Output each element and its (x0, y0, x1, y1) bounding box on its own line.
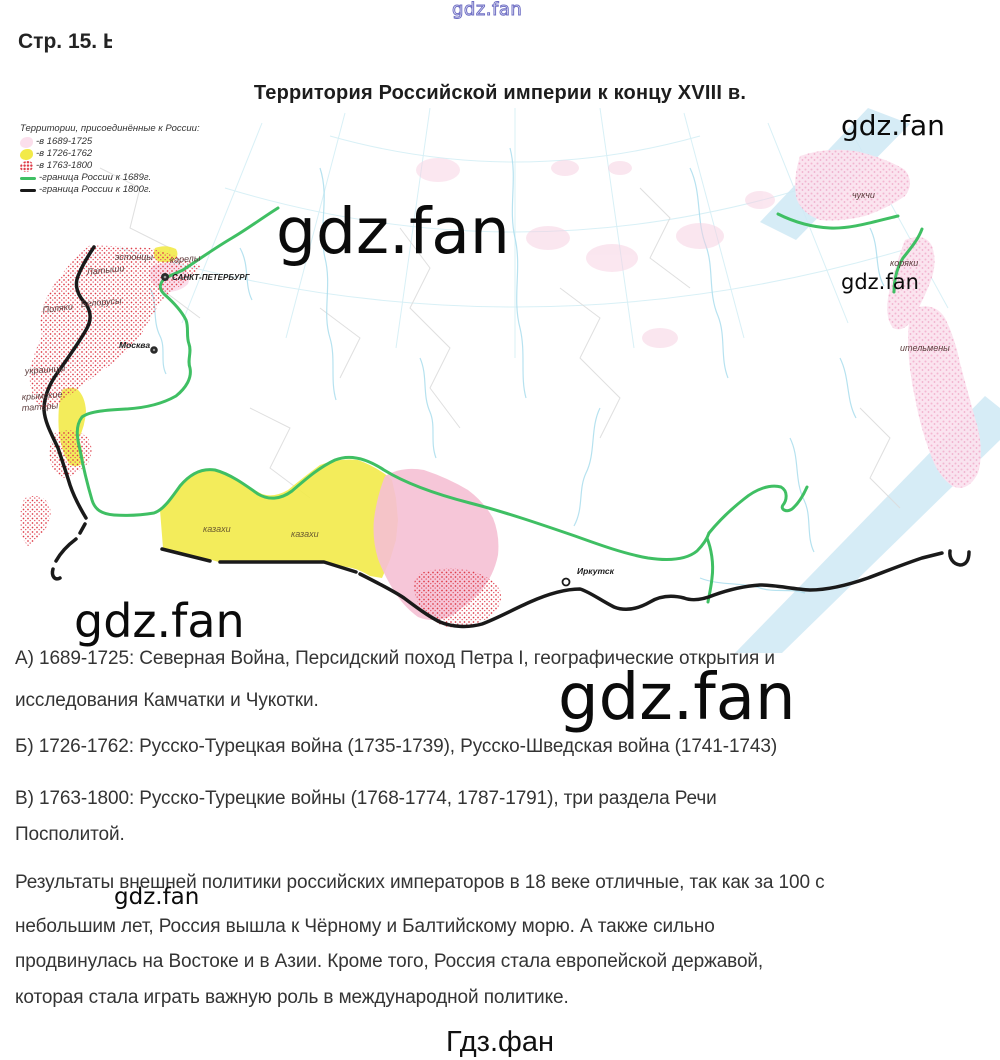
label-irkutsk: Иркутск (577, 566, 615, 576)
watermark-map-bottomleft: gdz.fan (74, 594, 245, 648)
border-1800-black (42, 245, 971, 629)
watermark-paragraph: gdz.fan (114, 884, 200, 910)
pink-swatch-icon (20, 136, 33, 148)
label-kazakhs-west: казахи (203, 524, 231, 534)
label-chukchi: чукчи (852, 190, 875, 200)
irkutsk-marker (561, 577, 571, 587)
watermark-answers: gdz.fan (558, 661, 796, 735)
label-latvians: Латыши (85, 263, 125, 277)
legend-item-border-1800: -граница России к 1800г. (20, 184, 200, 196)
label-karelians: карелы (169, 253, 201, 265)
label-moscow: Москва (119, 340, 150, 350)
legend-item-border-1689: -граница России к 1689г. (20, 172, 200, 184)
legend-label: -граница России к 1689г. (39, 172, 152, 183)
legend-label: -граница России к 1800г. (39, 184, 152, 195)
label-itelmens: ительмены (900, 343, 950, 353)
legend-title: Территории, присоединённые к России: (20, 123, 200, 134)
conclusion-line1: Результаты внешней политики российских и… (15, 872, 825, 893)
map-canvas: эстонцы карелы Латыши Белорусы Поляки ук… (20, 107, 1000, 653)
green-line-swatch-icon (20, 176, 36, 180)
map-labels: эстонцы карелы Латыши Белорусы Поляки ук… (21, 190, 950, 539)
watermark-map-east: gdz.fan (841, 270, 919, 294)
watermark-top: gdz.fan (451, 0, 523, 20)
answer-c-line1: В) 1763-1800: Русско-Турецкие войны (176… (15, 788, 717, 809)
city-labels: САНКТ-ПЕТЕРБУРГ Москва Иркутск (119, 273, 615, 576)
legend-label: -в 1763-1800 (36, 160, 93, 171)
legend-label: -в 1689-1725 (36, 136, 93, 147)
map-legend: Территории, присоединённые к России: -в … (20, 123, 200, 196)
page-number-text: Стр. 15. (18, 30, 98, 53)
map-title: Территория Российской империи к концу XV… (253, 82, 747, 104)
city-markers (150, 273, 571, 587)
legend-item-1726-1762: -в 1726-1762 (20, 148, 200, 160)
answer-a-line1: А) 1689-1725: Северная Война, Персидский… (15, 648, 775, 669)
answer-b: Б) 1726-1762: Русско-Турецкая война (173… (15, 736, 778, 757)
conclusion-line3: продвинулась на Востоке и в Азии. Кроме … (15, 951, 764, 972)
rivers (149, 147, 885, 594)
legend-item-1763-1800: -в 1763-1800 (20, 160, 200, 172)
red-dots-swatch-icon (20, 160, 33, 172)
label-belarusians: Белорусы (80, 295, 122, 309)
label-spb: САНКТ-ПЕТЕРБУРГ (172, 273, 251, 282)
label-kazakhs-east: казахи (291, 529, 319, 539)
site-footer-logo: Гдз.фан (445, 1026, 555, 1058)
conclusion-line4: которая стала играть важную роль в между… (15, 987, 569, 1008)
legend-item-1689-1725: -в 1689-1725 (20, 136, 200, 148)
map-russian-empire: эстонцы карелы Латыши Белорусы Поляки ук… (0, 107, 1000, 653)
clipped-letter: Ь (102, 30, 112, 53)
legend-label: -в 1726-1762 (36, 148, 93, 159)
label-poles: Поляки (42, 301, 73, 315)
watermark-map-northeast: gdz.fan (841, 109, 945, 142)
black-line-swatch-icon (20, 188, 36, 192)
answer-a-line2: исследования Камчатки и Чукотки. (15, 690, 319, 711)
watermark-map-center: gdz.fan (276, 195, 510, 268)
label-crimean-tatars-1: крымские (21, 389, 62, 402)
faint-pink-patches (416, 158, 775, 348)
yellow-swatch-icon (20, 148, 33, 160)
label-estonians: эстонцы (115, 252, 153, 262)
label-crimean-tatars-2: татары (21, 400, 58, 413)
answer-c-line2: Посполитой. (15, 824, 125, 845)
conclusion-line2: небольшим лет, Россия вышла к Чёрному и … (15, 916, 715, 937)
label-ukrainians: украинцы (23, 363, 65, 376)
page-number-label: Стр. 15. Ь (18, 30, 112, 54)
territory-1689-1725-fareast (795, 149, 981, 488)
territory-1763-1800 (20, 245, 501, 628)
label-koryaks: коряки (890, 258, 918, 268)
